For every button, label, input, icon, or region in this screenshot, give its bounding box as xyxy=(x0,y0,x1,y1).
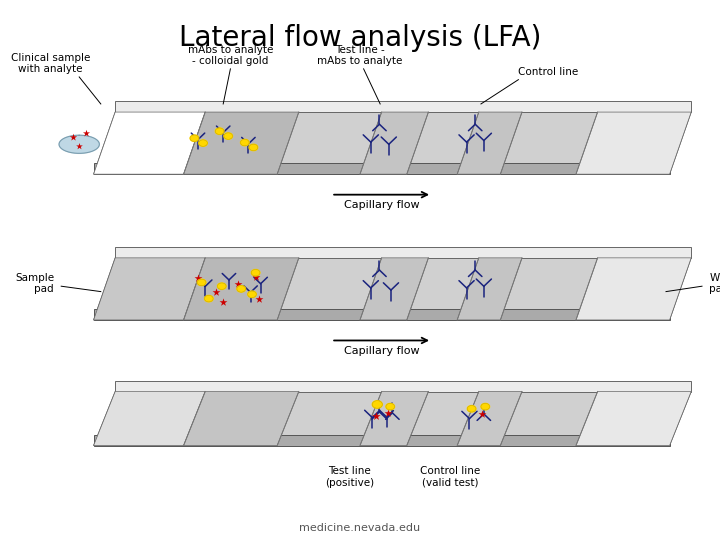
Point xyxy=(477,410,488,418)
Point xyxy=(68,132,79,141)
Circle shape xyxy=(197,279,206,286)
Point xyxy=(253,294,265,303)
Circle shape xyxy=(372,401,382,408)
Circle shape xyxy=(224,133,233,139)
Polygon shape xyxy=(94,392,691,446)
Circle shape xyxy=(199,140,207,146)
Text: Clinical sample
with analyte: Clinical sample with analyte xyxy=(11,52,90,74)
Polygon shape xyxy=(94,112,691,174)
Text: Test line -
mAbs to analyte: Test line - mAbs to analyte xyxy=(318,45,402,66)
Point xyxy=(232,279,243,288)
Text: Wicking
pad: Wicking pad xyxy=(709,273,720,294)
Polygon shape xyxy=(94,112,205,174)
Circle shape xyxy=(215,128,224,134)
Circle shape xyxy=(251,269,260,276)
Text: Control line: Control line xyxy=(518,67,579,77)
Circle shape xyxy=(204,295,213,302)
Text: Sample
pad: Sample pad xyxy=(15,273,54,294)
Text: Lateral flow analysis (LFA): Lateral flow analysis (LFA) xyxy=(179,24,541,52)
Polygon shape xyxy=(576,258,691,320)
Point xyxy=(81,129,92,138)
Point xyxy=(250,273,261,281)
Point xyxy=(217,298,229,307)
Polygon shape xyxy=(457,392,522,446)
Point xyxy=(73,141,85,150)
Circle shape xyxy=(481,403,490,410)
Text: mAbs to analyte
- colloidal gold: mAbs to analyte - colloidal gold xyxy=(188,45,273,66)
Point xyxy=(370,411,382,420)
Circle shape xyxy=(240,139,249,146)
Text: medicine.nevada.edu: medicine.nevada.edu xyxy=(300,523,420,533)
Polygon shape xyxy=(184,392,299,446)
Circle shape xyxy=(467,406,476,412)
Polygon shape xyxy=(94,309,670,320)
Circle shape xyxy=(190,135,199,141)
Polygon shape xyxy=(94,392,205,446)
Polygon shape xyxy=(94,163,670,174)
Polygon shape xyxy=(94,258,691,320)
Circle shape xyxy=(248,291,256,298)
Point xyxy=(210,287,222,296)
Polygon shape xyxy=(360,258,428,320)
Polygon shape xyxy=(115,247,691,258)
Circle shape xyxy=(249,144,258,151)
Text: Control line
(valid test): Control line (valid test) xyxy=(420,466,480,488)
Polygon shape xyxy=(457,112,522,174)
Polygon shape xyxy=(115,381,691,392)
Point xyxy=(192,274,204,282)
Polygon shape xyxy=(576,392,691,446)
Text: Test line
(positive): Test line (positive) xyxy=(325,466,374,488)
Polygon shape xyxy=(94,435,670,446)
Point xyxy=(382,409,394,417)
Polygon shape xyxy=(59,135,99,153)
Polygon shape xyxy=(115,102,691,112)
Polygon shape xyxy=(94,258,205,320)
Polygon shape xyxy=(576,112,691,174)
Circle shape xyxy=(237,286,246,292)
Text: Capillary flow: Capillary flow xyxy=(343,200,420,210)
Text: Capillary flow: Capillary flow xyxy=(343,346,420,356)
Polygon shape xyxy=(360,392,428,446)
Polygon shape xyxy=(184,112,299,174)
Polygon shape xyxy=(360,112,428,174)
Polygon shape xyxy=(457,258,522,320)
Polygon shape xyxy=(184,258,299,320)
Circle shape xyxy=(386,403,395,410)
Circle shape xyxy=(217,283,226,289)
